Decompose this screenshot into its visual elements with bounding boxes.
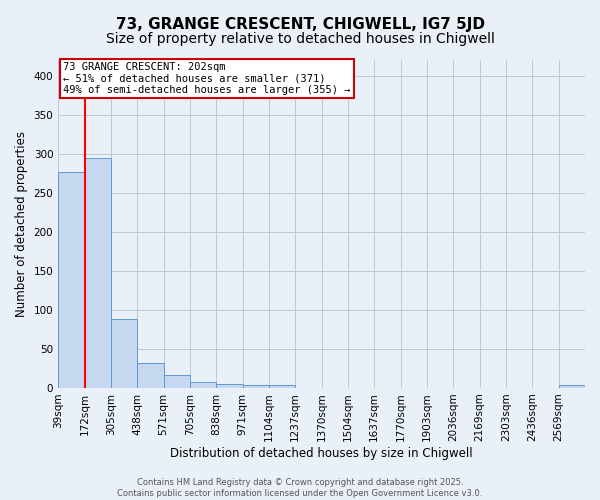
Bar (269, 386, 295, 388)
Bar (137, 363, 164, 388)
Bar (58, 172, 85, 388)
Text: 73, GRANGE CRESCENT, CHIGWELL, IG7 5JD: 73, GRANGE CRESCENT, CHIGWELL, IG7 5JD (115, 18, 485, 32)
Text: 73 GRANGE CRESCENT: 202sqm
← 51% of detached houses are smaller (371)
49% of sem: 73 GRANGE CRESCENT: 202sqm ← 51% of deta… (64, 62, 351, 95)
Text: Contains HM Land Registry data © Crown copyright and database right 2025.
Contai: Contains HM Land Registry data © Crown c… (118, 478, 482, 498)
Bar (216, 384, 242, 388)
X-axis label: Distribution of detached houses by size in Chigwell: Distribution of detached houses by size … (170, 447, 473, 460)
Text: Size of property relative to detached houses in Chigwell: Size of property relative to detached ho… (106, 32, 494, 46)
Bar (85, 158, 111, 388)
Bar (190, 382, 216, 388)
Bar (242, 386, 269, 388)
Y-axis label: Number of detached properties: Number of detached properties (15, 131, 28, 317)
Bar (164, 376, 190, 388)
Bar (559, 386, 585, 388)
Bar (111, 319, 137, 388)
